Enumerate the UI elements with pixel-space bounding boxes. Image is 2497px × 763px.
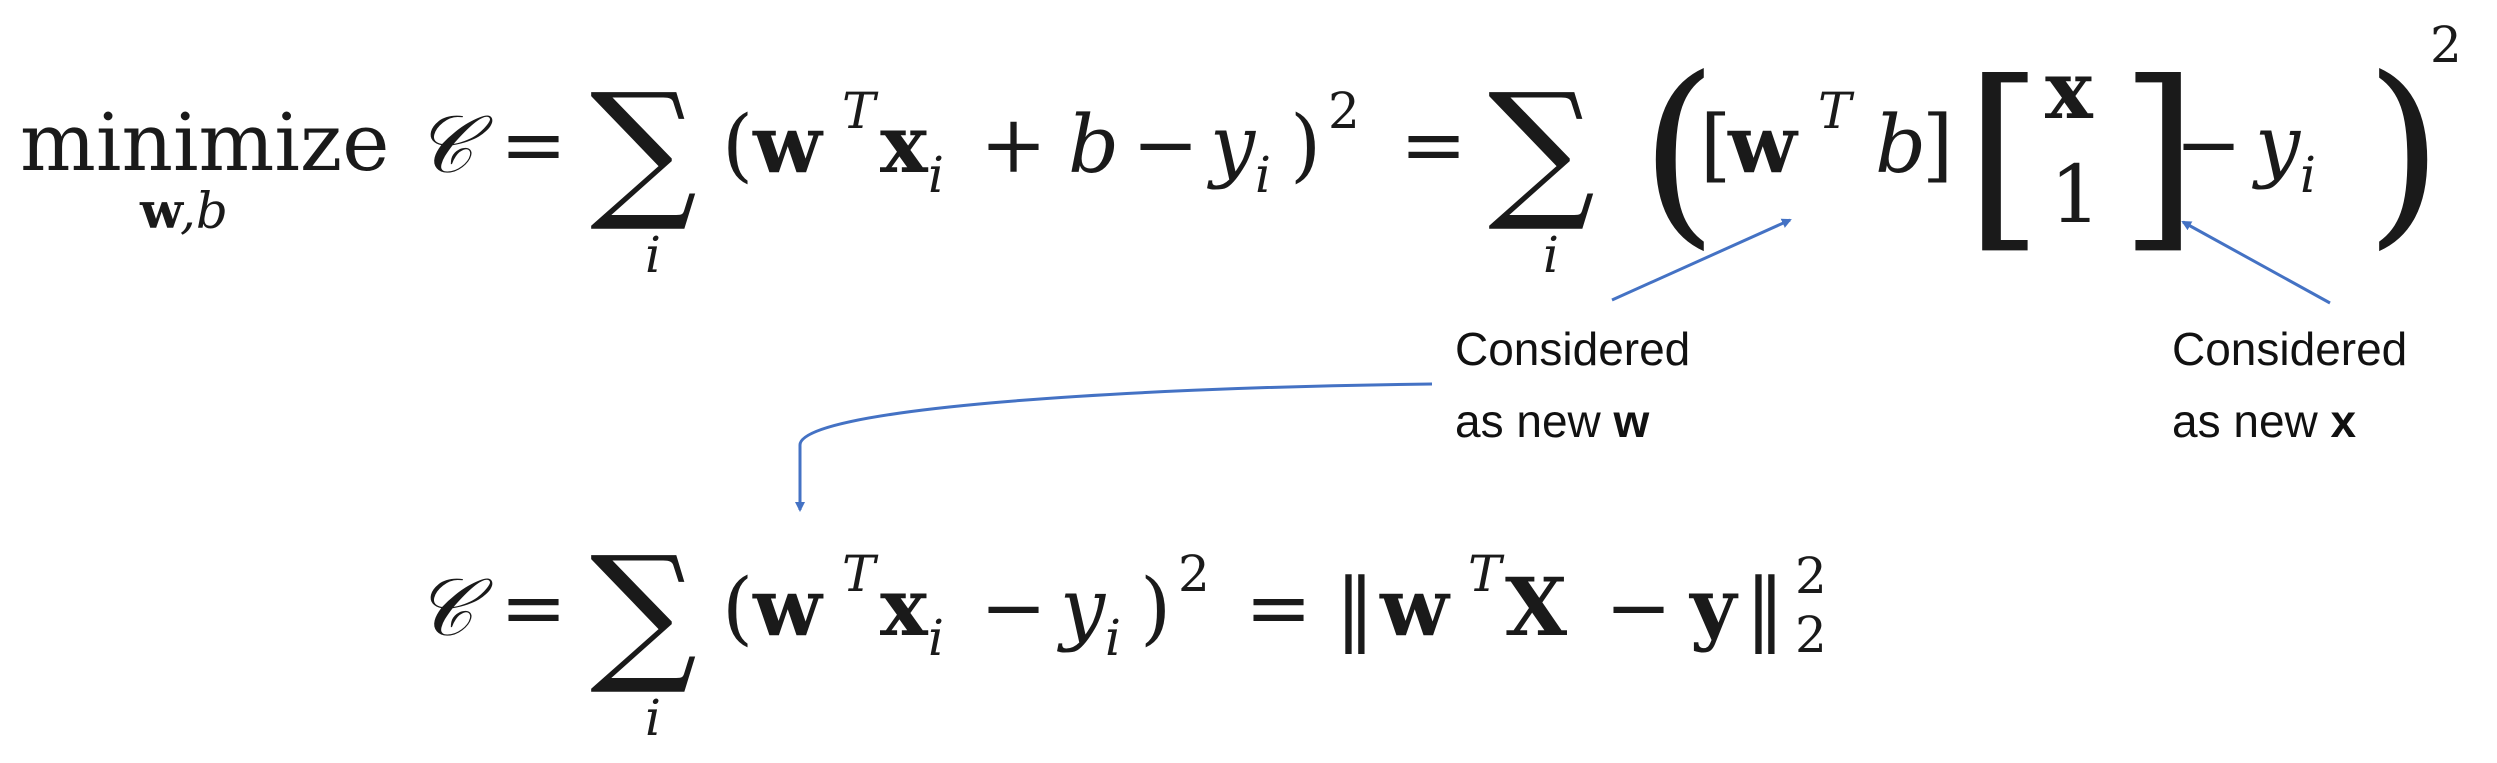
close-paren-1: ) — [1290, 98, 1321, 191]
transpose-3: T — [1468, 545, 1505, 603]
arrow-to-w-row — [1611, 218, 1792, 302]
sum-index-1: i — [645, 226, 661, 284]
y-vector: y — [1688, 560, 1739, 654]
y-index-2: i — [2300, 146, 2316, 204]
equation-2: 𝒞 = ∑ i ( w T x i − y i ) 2 = ‖ w T X − … — [415, 525, 1827, 747]
close-paren-2: ) — [1140, 561, 1171, 654]
x-index-1: i — [928, 146, 944, 204]
open-paren-2: ( — [722, 561, 753, 654]
equals-sign-4: = — [1245, 561, 1312, 654]
equation-1: minimize w ,b 𝒞 = ∑ i ( w T x i + b − y … — [20, 16, 2462, 284]
minus-sign-3: − — [980, 561, 1047, 654]
exponent-2-second: 2 — [2430, 16, 2462, 74]
cost-symbol: 𝒞 — [415, 98, 493, 191]
equals-sign-2: = — [1400, 98, 1467, 191]
row-vector-open: [ — [1700, 98, 1731, 191]
row-vector-close: ] — [1922, 98, 1953, 191]
x-vector-2: x — [880, 560, 929, 654]
big-close-paren: ) — [2365, 35, 2443, 268]
new-x-line2-bold: x — [2331, 395, 2357, 447]
x-index-2: i — [928, 609, 944, 667]
y-3: y — [1057, 561, 1107, 654]
sum-index-3: i — [645, 689, 661, 747]
column-one: 1 — [2050, 148, 2101, 241]
curved-arrow-to-equation-2 — [795, 382, 1433, 512]
arrow-to-column-x — [2181, 220, 2331, 305]
big-open-paren: ( — [1640, 35, 1718, 268]
plus-sign: + — [980, 98, 1047, 191]
norm-superscript-2: 2 — [1795, 547, 1827, 605]
y-index-3: i — [1105, 609, 1121, 667]
new-w-line2-text: as new — [1455, 395, 1614, 447]
column-vector-open: [ — [1965, 39, 2043, 272]
equals-sign-1: = — [500, 98, 567, 191]
open-paren-1: ( — [722, 98, 753, 191]
X-matrix: X — [1505, 560, 1567, 654]
w-vector-3: w — [1379, 560, 1451, 654]
y-2: y — [2252, 98, 2302, 191]
transpose-1: T — [842, 82, 879, 140]
minimize-subscript-b: ,b — [180, 182, 228, 240]
new-w-line1: Considered — [1455, 323, 1690, 375]
y-1: y — [1207, 98, 1257, 191]
annotation-new-w: Considered as new w — [795, 218, 1792, 512]
minimize-subscript-w: w — [139, 181, 185, 240]
bias-b: b — [1068, 98, 1119, 191]
norm-close: ‖ — [1745, 561, 1785, 654]
x-vector-1: x — [880, 97, 929, 191]
new-x-line2-text: as new — [2172, 395, 2331, 447]
new-x-line1: Considered — [2172, 323, 2407, 375]
column-x: x — [2045, 43, 2094, 137]
y-index-1: i — [1255, 146, 1271, 204]
exponent-2-third: 2 — [1178, 545, 1210, 603]
minus-sign-1: − — [1132, 98, 1199, 191]
transpose-row: T — [1818, 82, 1855, 140]
equals-sign-3: = — [500, 561, 567, 654]
transpose-2: T — [842, 545, 879, 603]
sum-symbol-1: ∑ — [590, 62, 697, 236]
exponent-2-first: 2 — [1328, 82, 1360, 140]
column-vector-close: ] — [2120, 39, 2198, 272]
new-x-line2: as new x — [2172, 395, 2357, 447]
annotation-new-x: Considered as new x — [2172, 220, 2407, 447]
w-vector-2: w — [752, 560, 824, 654]
w-vector-1: w — [752, 97, 824, 191]
norm-subscript-2: 2 — [1795, 606, 1827, 664]
minus-sign-4: − — [1605, 561, 1672, 654]
sum-symbol-3: ∑ — [590, 525, 697, 699]
sum-index-2: i — [1543, 226, 1559, 284]
sum-symbol-2: ∑ — [1488, 62, 1595, 236]
cost-symbol-2: 𝒞 — [415, 561, 493, 654]
new-w-line2-bold: w — [1613, 395, 1650, 447]
b-in-row: b — [1875, 98, 1926, 191]
new-w-line2: as new w — [1455, 395, 1650, 447]
w-in-row: w — [1727, 97, 1799, 191]
norm-open: ‖ — [1335, 561, 1375, 654]
minus-sign-2: − — [2175, 98, 2242, 191]
minimize-operator: minimize — [20, 96, 390, 189]
